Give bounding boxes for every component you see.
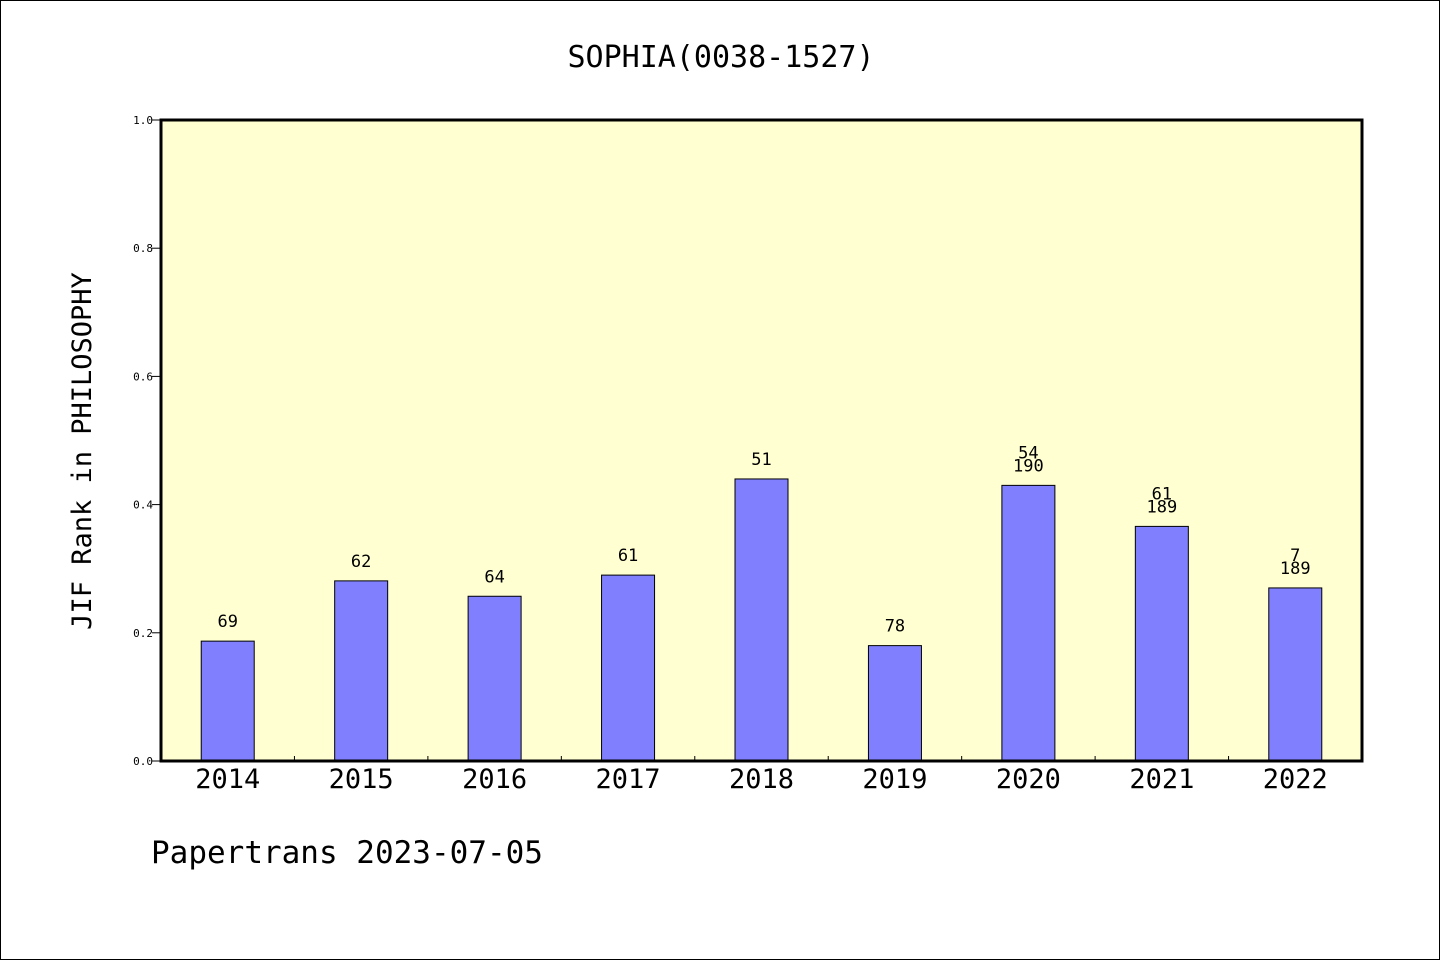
bar-2019: [867, 645, 922, 762]
data-label: 61: [618, 546, 638, 566]
bar-2018: [734, 478, 789, 762]
data-label: 64: [484, 567, 504, 587]
y-tick-label: 0.8: [133, 242, 153, 255]
y-tick-label: 0.6: [133, 370, 153, 383]
data-label: 190: [1013, 456, 1044, 476]
chart-title: SOPHIA(0038-1527): [567, 40, 874, 75]
x-tick-label: 2021: [1129, 764, 1194, 795]
bar-2017: [601, 574, 656, 762]
data-label: 51: [751, 450, 771, 470]
y-axis-label: JIF Rank in PHILOSOPHY: [67, 272, 98, 630]
footer-text: Papertrans 2023-07-05: [151, 835, 543, 871]
bar-2020: [1001, 484, 1056, 762]
bar-2016: [467, 595, 522, 762]
bar-2021: [1134, 525, 1189, 762]
data-label: 7: [1290, 546, 1300, 566]
bar-2015: [334, 580, 389, 762]
x-tick-label: 2022: [1263, 764, 1328, 795]
data-label: 61: [1152, 484, 1172, 504]
ticks-layer: 0.0 0.2 0.4 0.6 0.8 1.0 2014 2015 2016 2017 2018 20…: [133, 114, 1328, 795]
data-label: 54: [1018, 443, 1038, 463]
plot-border: [159, 118, 1364, 763]
data-label: 69: [217, 612, 237, 632]
data-label: 78: [885, 617, 905, 637]
x-tick-label: 2016: [462, 764, 527, 795]
x-tick-label: 2019: [862, 764, 927, 795]
y-tick-label: 1.0: [133, 114, 153, 127]
bar-2014: [200, 640, 255, 762]
x-tick-label: 2015: [329, 764, 394, 795]
data-label: 189: [1280, 559, 1311, 579]
x-tick-label: 2017: [596, 764, 661, 795]
data-label: 189: [1146, 497, 1177, 517]
x-tick-label: 2020: [996, 764, 1061, 795]
y-tick-label: 0.4: [133, 499, 153, 512]
x-tick-label: 2018: [729, 764, 794, 795]
y-tick-label: 0.2: [133, 627, 153, 640]
x-tick-label: 2014: [195, 764, 260, 795]
bar-2022: [1268, 587, 1323, 762]
data-label: 62: [351, 552, 371, 572]
y-tick-label: 0.0: [133, 755, 153, 768]
